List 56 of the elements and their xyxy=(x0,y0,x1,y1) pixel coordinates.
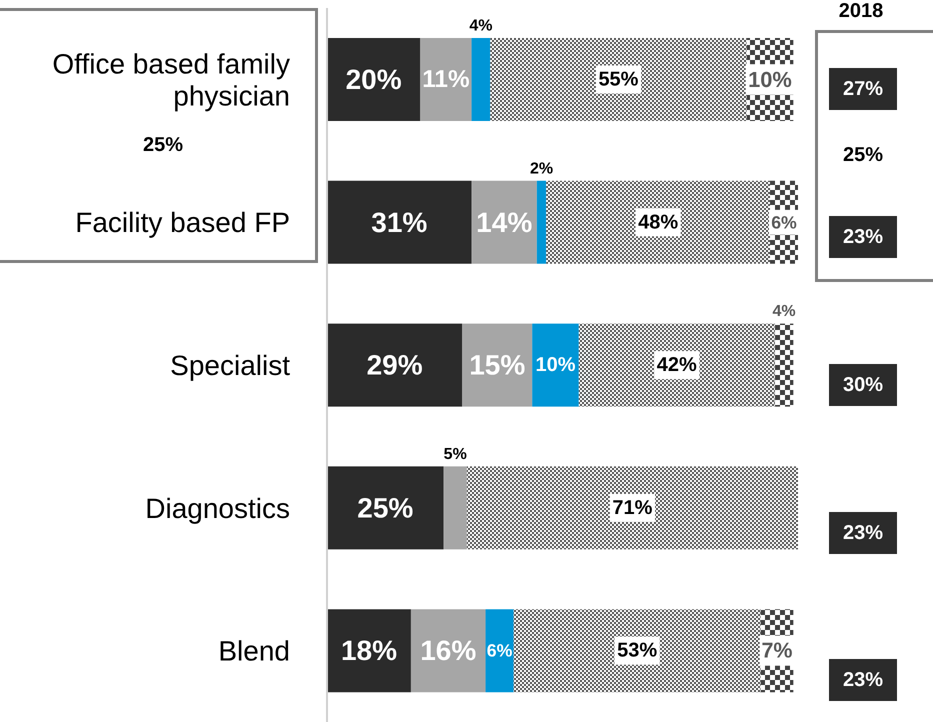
data-label: 55% xyxy=(598,68,639,90)
data-label: 11% xyxy=(422,66,470,93)
y-tick-label: Diagnostics xyxy=(145,492,290,524)
data-label: 18% xyxy=(340,635,398,666)
bar xyxy=(327,324,462,407)
data-label: 10% xyxy=(748,66,792,92)
data-label: 53% xyxy=(617,640,658,662)
data-label: 5% xyxy=(444,446,467,463)
data-label: 71% xyxy=(612,496,653,519)
data-label: 2% xyxy=(530,160,554,178)
text: 27% xyxy=(829,68,897,110)
bar xyxy=(444,466,467,550)
text: 2018 xyxy=(838,0,884,23)
data-label: 14% xyxy=(476,206,532,238)
bar xyxy=(420,38,472,121)
data-label: 31% xyxy=(371,206,428,238)
bar xyxy=(327,466,444,550)
bar xyxy=(536,180,546,264)
bar xyxy=(327,180,472,264)
bar xyxy=(466,466,798,550)
bar xyxy=(327,38,420,121)
data-label: 16% xyxy=(420,635,476,666)
text: 23% xyxy=(829,512,897,554)
bar xyxy=(490,38,747,121)
text: 23% xyxy=(829,659,897,701)
text: 23% xyxy=(829,216,897,258)
data-label: 4% xyxy=(772,303,796,320)
data-label: 15% xyxy=(469,350,526,381)
y-tick-label: Specialist xyxy=(170,350,290,380)
bar xyxy=(546,180,770,264)
bar xyxy=(462,324,532,407)
data-label: 10% xyxy=(535,354,576,376)
bar xyxy=(578,324,775,407)
bar xyxy=(410,609,486,692)
y-tick-label: Facility based FP xyxy=(75,206,290,238)
bar xyxy=(486,609,514,692)
bar xyxy=(472,38,490,121)
text: 30% xyxy=(829,364,897,406)
data-label: 20% xyxy=(346,64,402,95)
data-label: 6% xyxy=(771,212,798,232)
data-label: 4% xyxy=(469,17,492,34)
bar xyxy=(532,324,579,407)
text: 25% xyxy=(142,134,184,157)
data-label: 29% xyxy=(366,350,423,381)
y-tick-label: Office based family physician xyxy=(52,48,290,111)
y-tick-label: Blend xyxy=(218,635,290,666)
bar xyxy=(514,609,761,692)
bar xyxy=(327,609,411,692)
bar xyxy=(774,324,794,407)
data-label: 48% xyxy=(638,211,678,234)
bar xyxy=(472,180,537,264)
data-label: 42% xyxy=(656,354,697,376)
data-label: 7% xyxy=(762,638,793,663)
data-label: 25% xyxy=(357,492,414,524)
text: 25% xyxy=(842,143,884,168)
data-label: 6% xyxy=(486,640,513,661)
